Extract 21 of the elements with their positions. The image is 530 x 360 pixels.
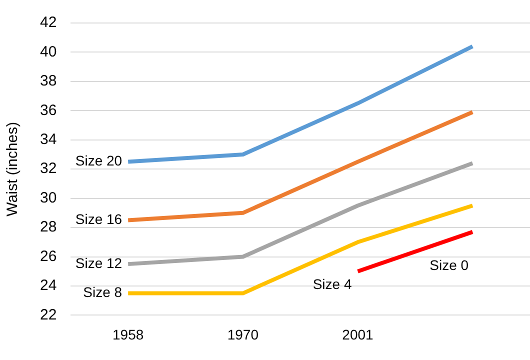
y-tick-label: 30	[40, 189, 57, 206]
y-tick-label: 22	[40, 306, 57, 324]
y-tick-label: 24	[40, 277, 57, 294]
y-tick-label: 28	[40, 218, 57, 236]
series-label: Size 8	[83, 284, 122, 300]
y-axis-title: Waist (inches)	[4, 122, 22, 216]
series-label: Size 12	[75, 254, 122, 271]
x-tick-label: 1970	[227, 326, 259, 342]
y-tick-label: 32	[40, 160, 57, 178]
series-label: Size 20	[75, 152, 122, 169]
y-tick-label: 36	[40, 102, 57, 119]
series-label: Size 16	[75, 211, 122, 228]
y-tick-label: 26	[40, 248, 57, 265]
y-tick-label: 38	[40, 72, 57, 90]
y-tick-label: 42	[40, 14, 57, 32]
y-tick-label: 34	[40, 131, 57, 148]
annotation: Size 0	[430, 256, 469, 273]
y-tick-label: 40	[40, 43, 57, 60]
x-tick-label: 1958	[112, 326, 144, 342]
series-label: Size 4	[312, 276, 352, 292]
x-tick-label: 2001	[342, 326, 374, 342]
